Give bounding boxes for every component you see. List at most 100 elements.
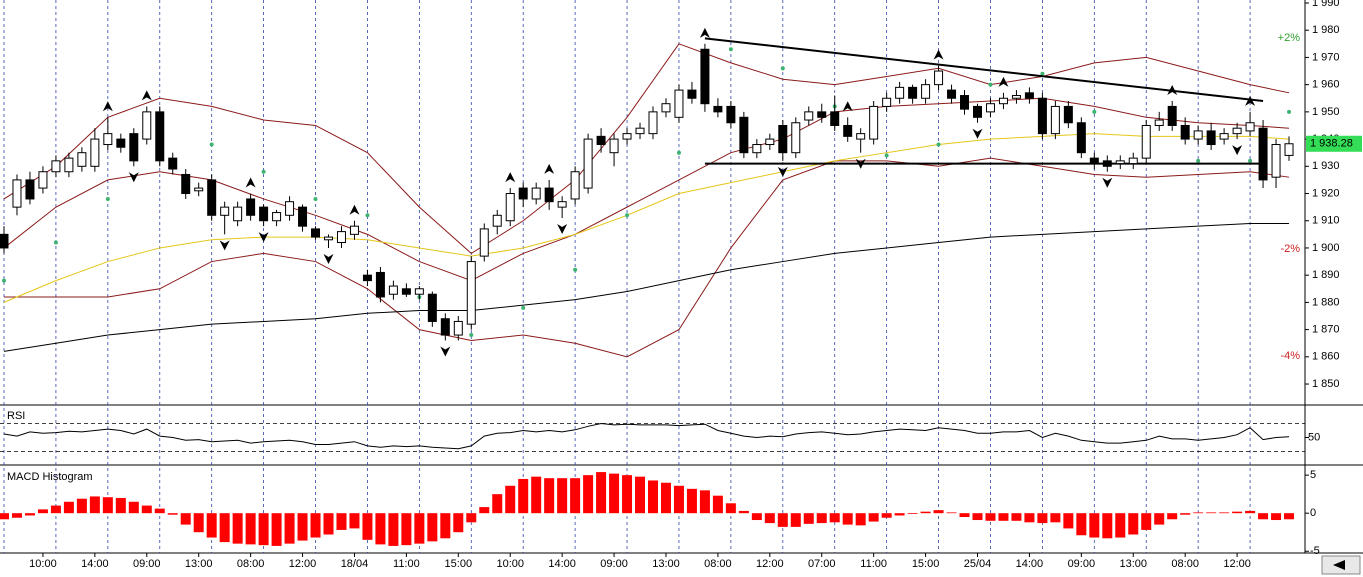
sar-dot (365, 213, 370, 218)
macd-bar (583, 475, 594, 514)
macd-bar (89, 496, 100, 514)
macd-bar (128, 501, 139, 514)
macd-bar (1271, 513, 1282, 521)
candle-body (168, 157, 178, 170)
candle-body (908, 86, 918, 99)
macd-bar (1102, 513, 1113, 539)
macd-bar (1128, 513, 1139, 535)
candle-body (674, 89, 684, 118)
y-tick-label: -5 (1310, 545, 1320, 557)
macd-bar (1037, 513, 1048, 524)
macd-bar (1011, 513, 1022, 521)
candle-body (492, 214, 502, 227)
y-tick-label: 1 900 (1312, 242, 1340, 254)
macd-bar (154, 508, 165, 514)
x-tick-label: 12:00 (289, 558, 317, 570)
candle-body (259, 206, 269, 222)
candle-body (1024, 92, 1034, 99)
sar-dot (1248, 158, 1253, 163)
macd-bar (790, 513, 801, 527)
macd-bar (609, 473, 620, 514)
y-tick-label: 1 960 (1312, 79, 1340, 91)
candle-body (778, 124, 788, 154)
last-price-tag (1306, 135, 1362, 152)
indicator-line (3, 43, 1290, 255)
y-tick-label: 1 860 (1312, 351, 1340, 363)
signal-up (1245, 95, 1256, 106)
candle-body (557, 201, 567, 208)
y-tick-label: 1 970 (1312, 51, 1340, 63)
sar-dot (676, 150, 681, 155)
signal-up (933, 49, 944, 60)
macd-bar (336, 513, 347, 530)
candle-body (38, 171, 48, 189)
candle-body (985, 103, 995, 113)
macd-bar (570, 478, 581, 514)
candle-body (77, 152, 87, 167)
y-tick-label: 1 880 (1312, 296, 1340, 308)
macd-bar (673, 485, 684, 514)
y-tick-label: 1 930 (1312, 160, 1340, 172)
signal-down (855, 158, 866, 169)
candle-body (25, 179, 35, 200)
candle-body (440, 318, 450, 336)
macd-bar (557, 478, 568, 514)
candle-body (233, 206, 243, 222)
macd-bar (1180, 513, 1191, 515)
sar-dot (105, 196, 110, 201)
sar-dot (936, 142, 941, 147)
x-tick-label: 13:00 (185, 558, 213, 570)
macd-bar (219, 513, 230, 543)
candle-body (388, 285, 398, 295)
x-tick-label: 14:00 (548, 558, 576, 570)
macd-bar (1063, 513, 1074, 529)
candle-body (64, 157, 74, 173)
y-tick-label: 1 920 (1312, 187, 1340, 199)
candle-body (947, 89, 957, 99)
macd-bar (1050, 513, 1061, 523)
x-tick-label: 08:00 (704, 558, 732, 570)
macd-bar (868, 513, 879, 522)
macd-bar (894, 513, 905, 516)
sar-dot (625, 213, 630, 218)
rsi-title: RSI (7, 410, 25, 422)
macd-bar (11, 513, 22, 518)
macd-bar (115, 497, 126, 514)
macd-bar (738, 510, 749, 514)
candle-body (362, 274, 372, 282)
candle-body (895, 86, 905, 99)
macd-bar (764, 513, 775, 524)
signal-down (440, 346, 451, 357)
scroll-button[interactable] (1321, 555, 1361, 575)
x-tick-label: 10:00 (496, 558, 524, 570)
candle-body (1037, 97, 1047, 135)
candle-body (700, 48, 710, 105)
macd-bar (920, 511, 931, 514)
macd-bar (972, 513, 983, 521)
macd-bar (349, 513, 360, 529)
x-tick-label: 09:00 (600, 558, 628, 570)
sar-dot (261, 169, 266, 174)
candle-body (285, 201, 295, 216)
indicator-line (3, 97, 1290, 282)
macd-bar (102, 497, 113, 514)
signal-up (1167, 84, 1178, 95)
macd-bar (855, 513, 866, 526)
macd-bar (310, 513, 321, 538)
macd-bar (803, 513, 814, 524)
macd-bar (712, 495, 723, 514)
x-tick-label: 12:00 (756, 558, 784, 570)
macd-bar (271, 513, 282, 546)
macd-bar (1284, 513, 1295, 520)
macd-bar (648, 480, 658, 514)
candle-body (1258, 127, 1268, 181)
indicator-line (4, 157, 1290, 358)
macd-bar (167, 513, 178, 515)
candle-body (661, 103, 671, 113)
macd-bar (998, 513, 1009, 521)
candle-body (570, 171, 580, 200)
sar-dot (728, 47, 733, 52)
x-tick-label: 08:00 (237, 558, 265, 570)
candle-body (648, 111, 658, 135)
macd-bar (284, 513, 295, 544)
